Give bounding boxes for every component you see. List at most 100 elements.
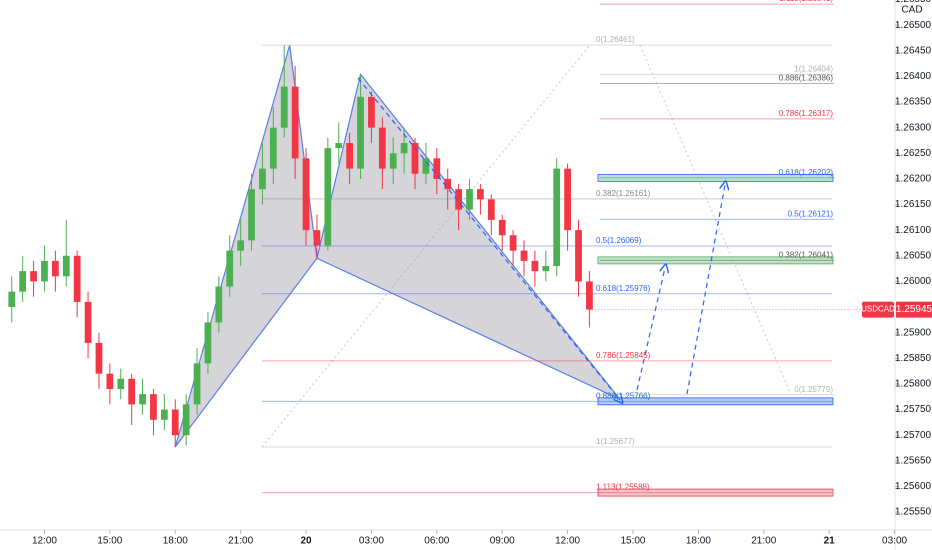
candle-body: [237, 240, 245, 251]
candle-body: [313, 230, 321, 246]
candle-body: [128, 378, 136, 405]
y-tick-label: 1.26400: [895, 71, 932, 82]
candle-body: [542, 266, 550, 272]
candle-body: [444, 178, 452, 190]
price-tag: [896, 301, 932, 318]
y-tick-label: 1.25650: [895, 455, 932, 466]
candle-body: [259, 168, 266, 190]
candle-body: [346, 143, 354, 169]
x-tick-label: 15:00: [97, 536, 122, 547]
fib-label: 0.382(1.26041): [779, 250, 834, 259]
candle-body: [280, 86, 288, 128]
candle-body: [389, 153, 397, 169]
candle-body: [30, 271, 37, 282]
candle-body: [324, 148, 332, 246]
x-tick-label: 21:00: [228, 536, 253, 547]
candle-body: [455, 189, 462, 210]
y-tick-label: 1.26550: [895, 0, 932, 5]
plot: 0(1.26461) 0.382(1.26161) 0.5(1.26069) 0.61…: [8, 0, 834, 497]
y-tick-label: 1.25550: [895, 507, 932, 518]
fib-label: 0.786(1.26317): [779, 109, 834, 118]
x-tick-label: 20: [300, 536, 312, 547]
y-tick-label: 1.25750: [895, 404, 932, 415]
fib-label: 0.382(1.26161): [596, 189, 651, 198]
candle-body: [171, 409, 179, 436]
y-tick-label: 1.26450: [895, 45, 932, 56]
y-tick-label: 1.26050: [895, 250, 932, 261]
y-tick-label: 1.25800: [895, 379, 932, 390]
y-tick-label: 1.26150: [895, 199, 932, 210]
candle-body: [553, 168, 561, 267]
y-tick-label: 1.26100: [895, 225, 932, 236]
candle-body: [477, 189, 484, 200]
candle-body: [204, 322, 212, 364]
fib-label: 1(1.26404): [794, 64, 833, 73]
candle-body: [302, 158, 310, 231]
symbol-label: USDCAD: [861, 305, 895, 314]
fib-label: 0.886(1.25766): [596, 391, 651, 400]
x-tick-label: 21: [824, 536, 836, 547]
candle-body: [73, 255, 81, 302]
y-tick-label: 1.26500: [895, 20, 932, 31]
target-arrow: [636, 268, 665, 391]
candle-body: [95, 342, 103, 374]
fib-label: 0.786(1.25845): [596, 351, 651, 360]
y-tick-label: 1.26300: [895, 122, 932, 133]
candle-body: [466, 189, 473, 210]
candle-body: [269, 127, 277, 169]
candle-body: [357, 96, 364, 169]
guide-lines: [261, 44, 791, 448]
candle-body: [139, 394, 146, 405]
x-tick-label: 06:00: [424, 536, 449, 547]
candle-body: [160, 409, 168, 420]
candle-body: [117, 378, 125, 390]
candle-body: [19, 271, 27, 292]
zone: [597, 488, 834, 497]
fib-label: 0.618(1.25976): [596, 284, 651, 293]
candle-body: [498, 219, 506, 236]
candle-body: [106, 373, 114, 390]
candle-body: [8, 291, 16, 308]
fib-label: 0.886(1.26386): [779, 74, 834, 83]
candle-body: [84, 301, 92, 343]
candle-body: [400, 143, 408, 154]
zone: [597, 397, 834, 406]
x-tick-label: 21:00: [751, 536, 776, 547]
candle-body: [335, 143, 343, 149]
candle-body: [150, 394, 157, 420]
y-tick-label: 1.26350: [895, 97, 932, 108]
candle-body: [509, 235, 517, 251]
y-tick-label: 1.25700: [895, 430, 932, 441]
fib-label: 1(1.25677): [596, 437, 635, 446]
candle-body: [215, 286, 223, 323]
candle-body: [291, 86, 299, 159]
candle-body: [520, 250, 528, 261]
x-tick-label: 15:00: [620, 536, 645, 547]
candle-body: [193, 363, 201, 405]
x-tick-label: 09:00: [490, 536, 515, 547]
x-tick-label: 03:00: [882, 536, 907, 547]
fib-guide: [261, 44, 591, 448]
candle-body: [41, 260, 48, 282]
x-tick-label: 12:00: [32, 536, 57, 547]
fib-label: 0(1.26461): [596, 35, 635, 44]
y-tick-label: 1.26000: [895, 276, 932, 287]
candle-body: [575, 230, 582, 282]
candle-body: [378, 127, 386, 169]
y-tick-label: 1.25600: [895, 481, 932, 492]
candle-body: [226, 250, 234, 287]
price-tag-label: 1.25945: [896, 304, 932, 315]
fib-label: 1.113(1.26541): [779, 0, 833, 3]
x-tick-label: 18:00: [686, 536, 711, 547]
fib-label: 0.618(1.26202): [779, 168, 834, 177]
y-tick-label: 1.26250: [895, 148, 932, 159]
y-tick-label: 1.25850: [895, 353, 932, 364]
candle-body: [433, 158, 441, 179]
zone: [597, 173, 834, 182]
candle-body: [368, 96, 375, 128]
x-tick-label: 18:00: [163, 536, 188, 547]
projection-arrows: [357, 77, 725, 400]
fib-guide: [639, 44, 791, 393]
